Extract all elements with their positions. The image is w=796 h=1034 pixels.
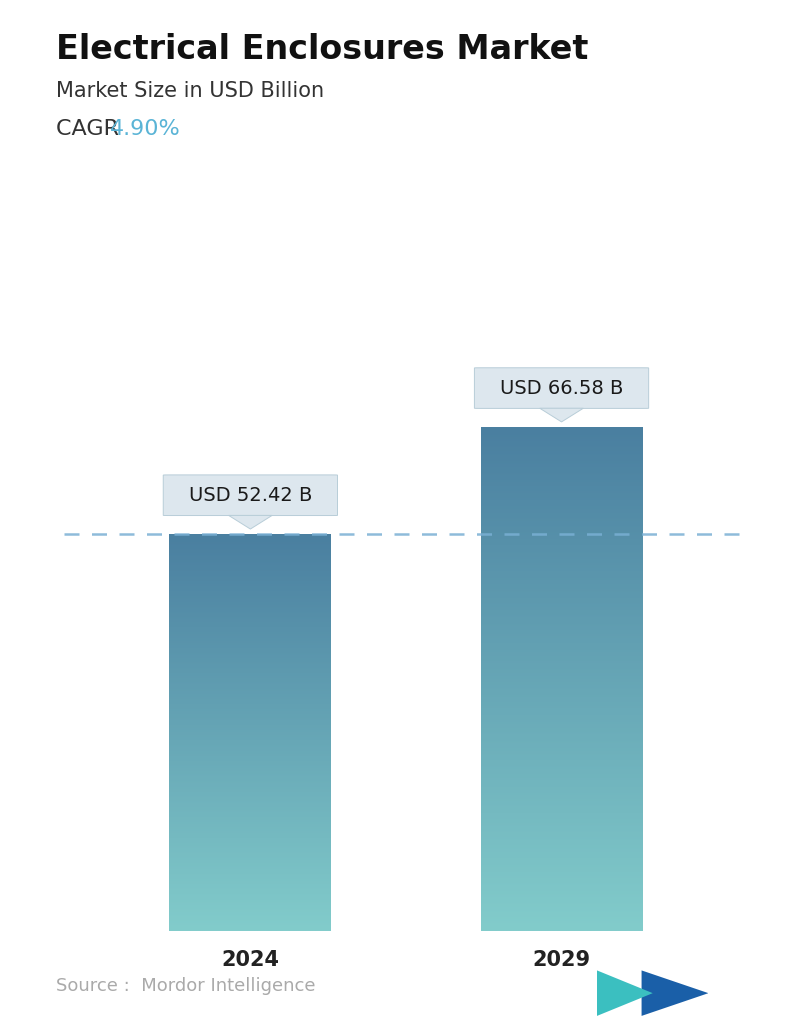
FancyBboxPatch shape	[474, 368, 649, 408]
Text: Source :  Mordor Intelligence: Source : Mordor Intelligence	[56, 977, 315, 995]
Polygon shape	[540, 408, 583, 422]
Text: Market Size in USD Billion: Market Size in USD Billion	[56, 81, 324, 100]
FancyBboxPatch shape	[163, 475, 338, 516]
Polygon shape	[642, 970, 708, 1015]
Text: USD 52.42 B: USD 52.42 B	[189, 486, 312, 505]
Polygon shape	[228, 515, 272, 529]
Text: 4.90%: 4.90%	[110, 119, 181, 139]
Text: CAGR: CAGR	[56, 119, 126, 139]
Text: USD 66.58 B: USD 66.58 B	[500, 378, 623, 398]
Text: Electrical Enclosures Market: Electrical Enclosures Market	[56, 33, 588, 66]
Polygon shape	[597, 970, 653, 1015]
